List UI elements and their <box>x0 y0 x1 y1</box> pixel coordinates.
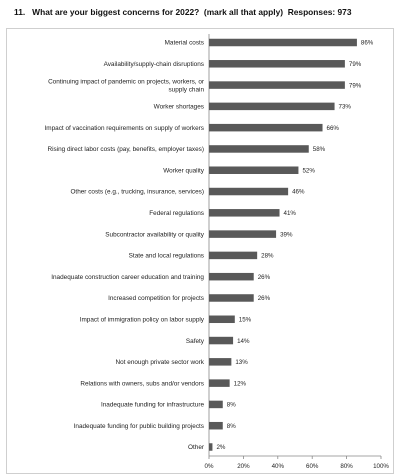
value-label: 8% <box>227 423 236 430</box>
category-label: Worker shortages <box>154 104 204 111</box>
x-tick-label: 80% <box>340 463 353 470</box>
bar <box>209 123 323 132</box>
value-label: 79% <box>349 61 362 68</box>
category-label: Federal regulations <box>149 210 204 217</box>
x-tick-label: 100% <box>373 463 389 470</box>
value-label: 2% <box>216 444 225 451</box>
category-label: Availability/supply-chain disruptions <box>104 61 204 68</box>
x-tick-label: 60% <box>306 463 319 470</box>
value-label: 15% <box>239 316 252 323</box>
bar <box>209 400 223 409</box>
bar <box>209 187 289 196</box>
value-label: 79% <box>349 82 362 89</box>
category-label: Inadequate construction career education… <box>51 274 204 281</box>
category-label: State and local regulations <box>129 253 204 260</box>
bar <box>209 102 335 111</box>
x-tick-label: 40% <box>272 463 285 470</box>
category-label: Material costs <box>165 40 204 47</box>
category-label: Safety <box>186 338 205 345</box>
value-label: 28% <box>261 253 274 260</box>
value-label: 86% <box>361 40 374 47</box>
category-label: Impact of vaccination requirements on su… <box>45 125 205 132</box>
value-label: 26% <box>258 295 271 302</box>
bar <box>209 315 235 324</box>
bar <box>209 294 254 302</box>
category-label: Subcontractor availability or quality <box>105 231 205 238</box>
value-label: 73% <box>339 104 352 111</box>
category-label: Other costs (e.g., trucking, insurance, … <box>70 189 204 196</box>
bar <box>209 38 357 47</box>
bar <box>209 60 345 68</box>
value-label: 26% <box>258 274 271 281</box>
chart-frame <box>6 28 394 474</box>
question-text: What are your biggest concerns for 2022? <box>32 7 200 17</box>
value-label: 13% <box>235 359 248 366</box>
category-label: Other <box>188 444 205 451</box>
bar <box>209 145 309 153</box>
bar <box>209 358 232 366</box>
bar <box>209 336 234 345</box>
question-note: (mark all that apply) <box>203 7 284 17</box>
category-label: Relations with owners, subs and/or vendo… <box>80 380 204 387</box>
value-label: 58% <box>313 146 326 153</box>
category-label: Impact of immigration policy on labor su… <box>80 316 205 323</box>
bar <box>209 251 258 260</box>
bar <box>209 230 277 238</box>
category-label: Worker quality <box>163 167 205 174</box>
value-label: 66% <box>327 125 340 132</box>
value-label: 46% <box>292 189 305 196</box>
value-label: 39% <box>280 231 293 238</box>
value-label: 12% <box>234 380 247 387</box>
question-number: 11. <box>14 7 26 17</box>
bar <box>209 166 299 174</box>
x-tick-label: 20% <box>237 463 250 470</box>
value-label: 14% <box>237 338 250 345</box>
bar <box>209 443 213 451</box>
bar <box>209 209 280 217</box>
x-tick-label: 0% <box>205 463 214 470</box>
category-label: Continuing impact of pandemic on project… <box>48 78 205 85</box>
category-label: Not enough private sector work <box>116 359 205 366</box>
chart-title: 11. What are your biggest concerns for 2… <box>14 7 394 17</box>
value-label: 8% <box>227 402 236 409</box>
value-label: 52% <box>302 167 315 174</box>
value-label: 41% <box>284 210 297 217</box>
bar <box>209 379 230 387</box>
response-count: Responses: 973 <box>287 7 352 17</box>
bar <box>209 421 223 430</box>
category-label: supply chain <box>168 86 204 93</box>
category-label: Inadequate funding for public building p… <box>74 423 204 430</box>
category-label: Increased competition for projects <box>108 295 204 302</box>
category-label: Inadequate funding for infrastructure <box>101 402 204 409</box>
bar <box>209 272 254 281</box>
bar <box>209 81 345 89</box>
category-label: Rising direct labor costs (pay, benefits… <box>47 146 204 153</box>
